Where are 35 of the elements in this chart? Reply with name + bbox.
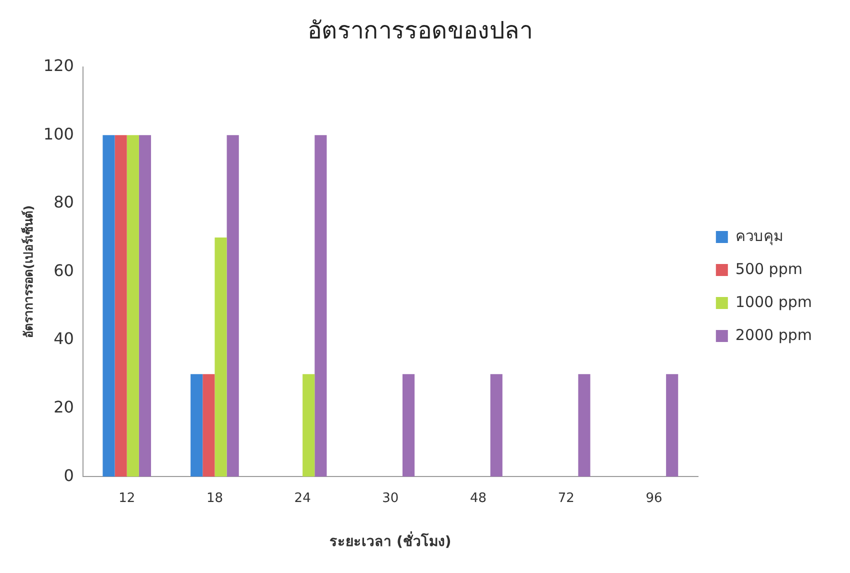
x-tick-label: 12 [118, 490, 136, 506]
bar [314, 135, 327, 477]
y-axis-title: อัตราการรอด(เปอร์เซ็นต์) [20, 205, 36, 338]
bar [666, 374, 678, 477]
bar [126, 135, 139, 477]
y-tick-label: 40 [54, 329, 74, 348]
bar [302, 374, 315, 477]
y-tick-label: 0 [64, 466, 74, 485]
x-tick-label: 18 [206, 490, 223, 506]
y-tick-label: 100 [43, 124, 74, 144]
x-tick-label: 48 [470, 490, 487, 506]
bar [226, 135, 239, 477]
chart-title: อัตราการรอดของปลา [308, 16, 532, 45]
x-tick-label: 72 [558, 490, 574, 506]
legend-label: 500 ppm [735, 260, 802, 278]
y-tick-label: 80 [54, 192, 74, 212]
bar [402, 374, 415, 477]
bar [578, 374, 590, 477]
x-tick-label: 24 [294, 490, 311, 506]
x-axis-title: ระยะเวลา (ชั่วโมง) [330, 531, 452, 550]
bar [214, 238, 227, 477]
y-tick-label: 120 [43, 56, 74, 75]
bar [202, 374, 215, 477]
bar [102, 135, 115, 477]
x-tick-label: 30 [382, 490, 399, 506]
bar [114, 135, 127, 477]
bar [138, 135, 152, 477]
bar [190, 374, 203, 477]
y-tick-label: 20 [54, 397, 74, 416]
legend-label: ควบคุม [735, 226, 784, 246]
y-tick-label: 60 [54, 260, 74, 280]
legend-label: 2000 ppm [735, 326, 812, 344]
bar [490, 374, 502, 477]
legend-label: 1000 ppm [735, 292, 812, 311]
x-tick-label: 96 [646, 490, 662, 506]
